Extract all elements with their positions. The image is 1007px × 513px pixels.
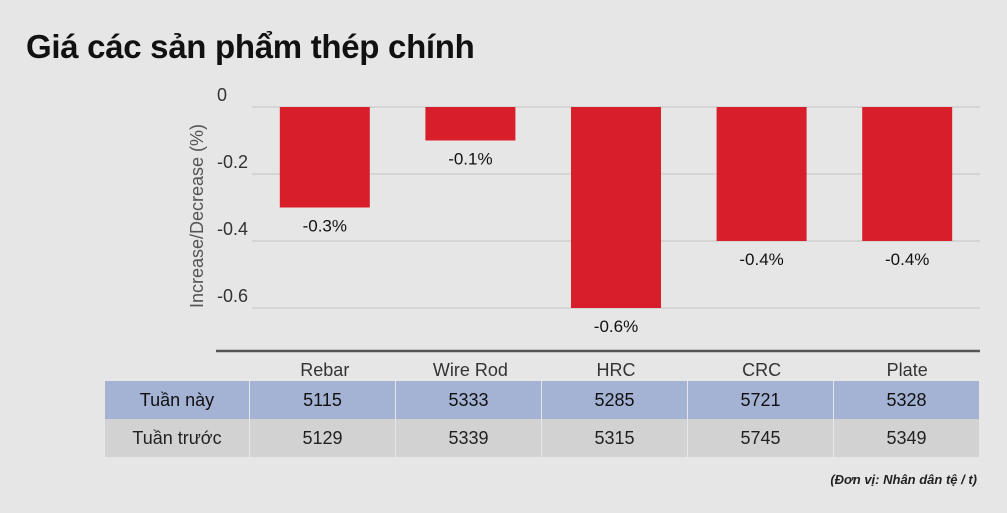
row-label-this-week: Tuần này [105, 381, 249, 419]
bar-wire-rod [425, 107, 516, 141]
bar-plate [862, 107, 953, 241]
x-tick-label: Rebar [300, 360, 349, 380]
row-label-last-week: Tuần trước [105, 419, 249, 457]
y-axis-label: Increase/Decrease (%) [187, 124, 207, 308]
price-table: Tuần này 5115 5333 5285 5721 5328 Tuần t… [104, 381, 980, 457]
data-label: -0.6% [594, 317, 638, 336]
bar-chart: 0 -0.2 -0.4 -0.6 Increase/Decrease (%) -0.3% R… [187, 85, 980, 380]
chart-title: Giá các sản phẩm thép chính [26, 28, 475, 65]
bar-hrc [571, 107, 661, 308]
bar-crc [716, 107, 807, 241]
data-label: -0.3% [303, 217, 347, 236]
table-cell: 5721 [688, 381, 833, 419]
bar-rebar [279, 107, 370, 208]
table-cell: 5115 [250, 381, 395, 419]
table-cell: 5285 [542, 381, 687, 419]
table-cell: 5315 [542, 419, 687, 457]
x-tick-label: Plate [887, 360, 928, 380]
y-tick-label: -0.6 [217, 286, 248, 306]
table-cell: 5333 [396, 381, 541, 419]
data-label: -0.1% [448, 150, 492, 169]
table-cell: 5745 [688, 419, 833, 457]
data-label: -0.4% [739, 250, 783, 269]
table-cell: 5349 [834, 419, 979, 457]
data-label: -0.4% [885, 250, 929, 269]
y-tick-label: 0 [217, 85, 227, 105]
unit-note: (Đơn vị: Nhân dân tệ / t) [830, 472, 977, 487]
x-tick-label: HRC [597, 360, 636, 380]
table-row-last-week: Tuần trước 5129 5339 5315 5745 5349 [105, 419, 979, 457]
x-tick-label: CRC [742, 360, 781, 380]
table-cell: 5339 [396, 419, 541, 457]
y-tick-label: -0.4 [217, 219, 248, 239]
table-cell: 5328 [834, 381, 979, 419]
x-tick-label: Wire Rod [433, 360, 508, 380]
table-row-this-week: Tuần này 5115 5333 5285 5721 5328 [105, 381, 979, 419]
table-cell: 5129 [250, 419, 395, 457]
y-tick-label: -0.2 [217, 152, 248, 172]
